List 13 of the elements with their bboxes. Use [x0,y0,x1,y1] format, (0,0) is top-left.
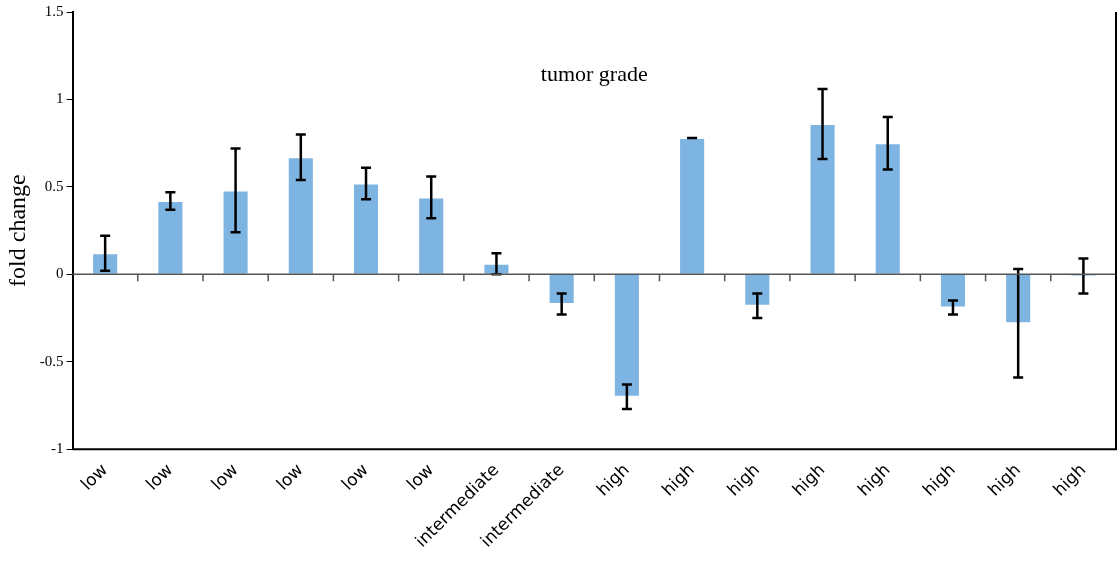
y-tick-label: -0.5 [39,352,64,369]
x-tick-label: low [337,459,373,494]
y-tick-label: 1.5 [44,2,64,19]
x-tick-label: low [272,459,307,494]
y-tick-label: 0.5 [44,177,64,194]
x-tick-label: low [206,459,242,494]
y-tick-label: 1 [56,90,64,107]
text: tumor grade [540,60,648,86]
y-tick-label: 0 [56,265,64,282]
y-axis-title: fold change [3,174,30,287]
y-tick-label: -1 [51,440,64,457]
x-tick-label: low [76,459,112,494]
x-tick-label: low [141,459,177,494]
